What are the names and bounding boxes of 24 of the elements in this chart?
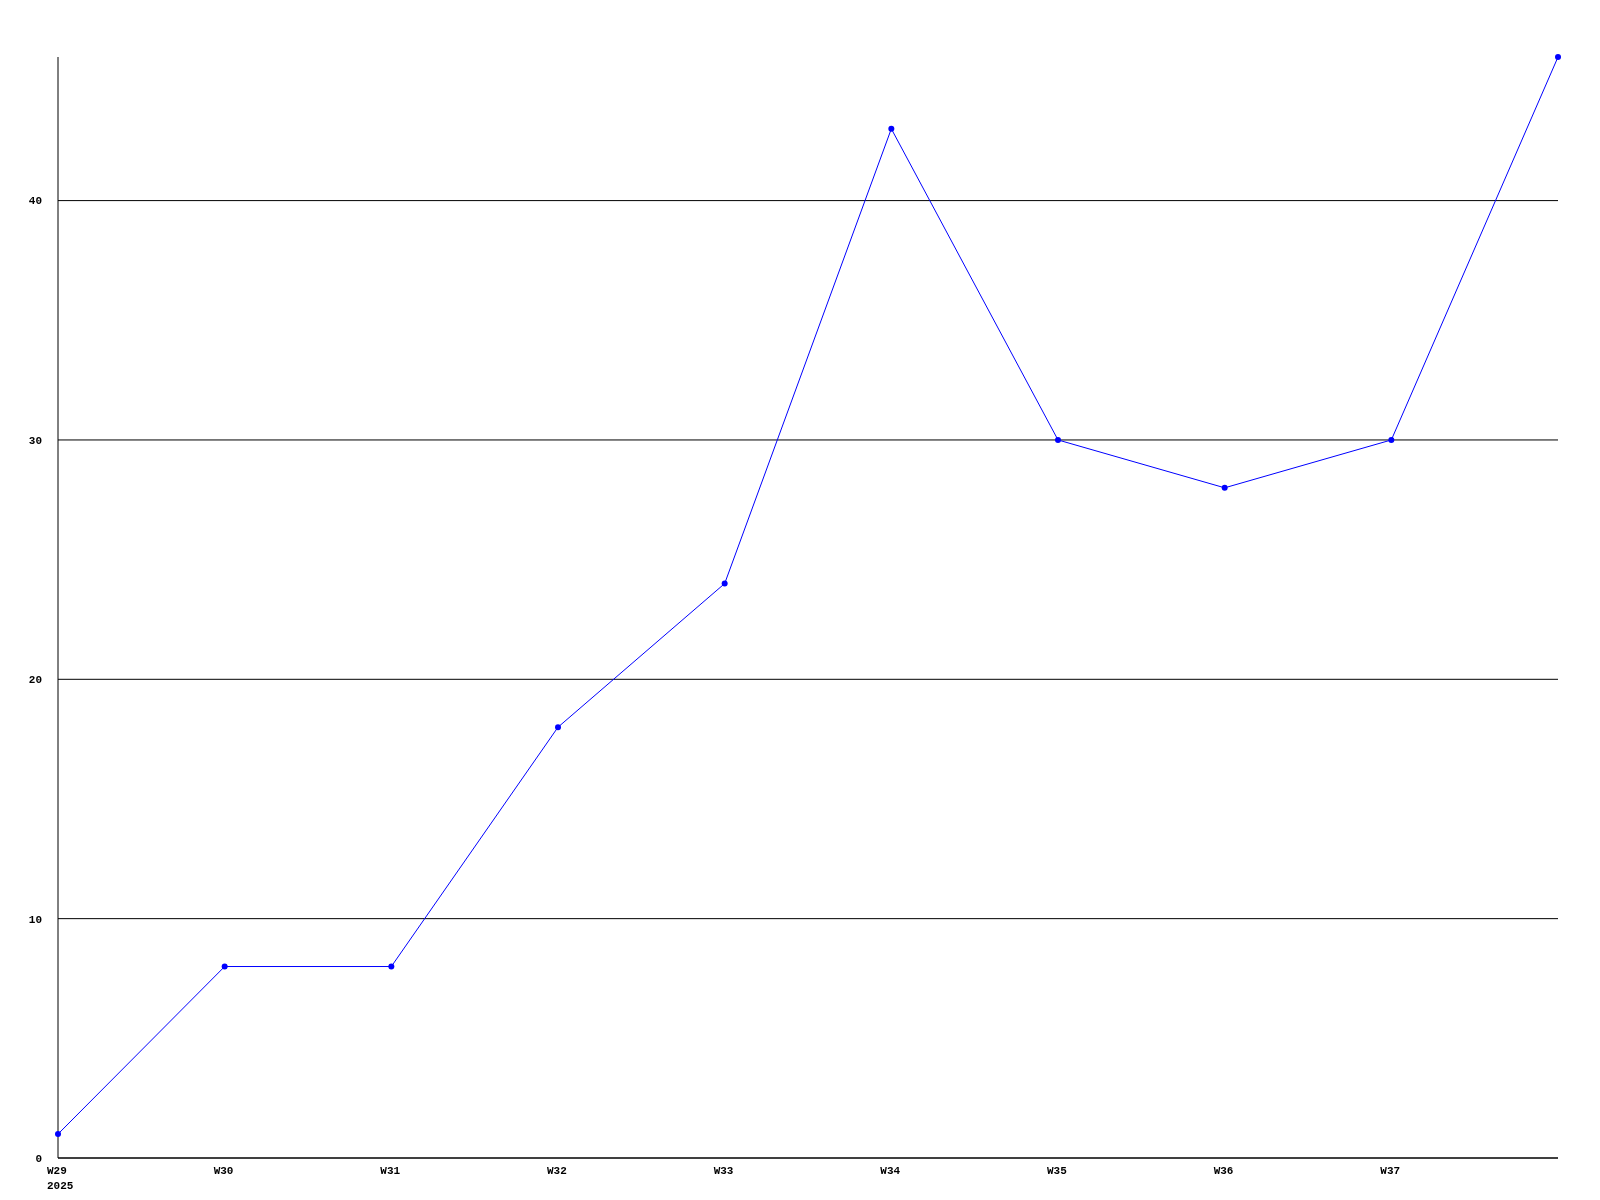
point [1388, 436, 1395, 443]
x-tick-label: W32 [547, 1165, 567, 1177]
point [555, 724, 561, 731]
y-tick-label: 0 [35, 1152, 42, 1165]
x-tick-label: W31 [380, 1165, 401, 1177]
point [221, 963, 228, 970]
point [1221, 484, 1228, 491]
y-tick-label: 10 [28, 913, 42, 926]
x-tick-label: W29 2025 [47, 1165, 74, 1192]
point [388, 963, 395, 970]
y-tick-label: 40 [28, 195, 42, 208]
point [55, 1131, 61, 1138]
x-tick-label: W35 [1047, 1165, 1068, 1177]
x-tick-label: W30 [213, 1165, 234, 1177]
point [1555, 54, 1561, 60]
x-tick-label: W34 [880, 1165, 901, 1177]
y-tick-label: 30 [28, 434, 42, 447]
x-tick-label: W36 [1213, 1165, 1234, 1177]
x-tick-label: W33 [713, 1165, 734, 1177]
x-tick-label: W37 [1380, 1165, 1401, 1177]
y-tick-label: 20 [28, 674, 42, 687]
point [888, 125, 895, 132]
point [1055, 436, 1061, 443]
point [721, 580, 728, 587]
